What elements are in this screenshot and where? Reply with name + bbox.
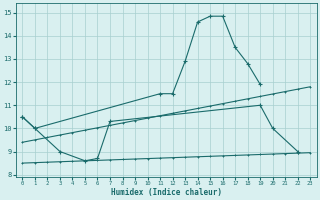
X-axis label: Humidex (Indice chaleur): Humidex (Indice chaleur) [111, 188, 222, 197]
